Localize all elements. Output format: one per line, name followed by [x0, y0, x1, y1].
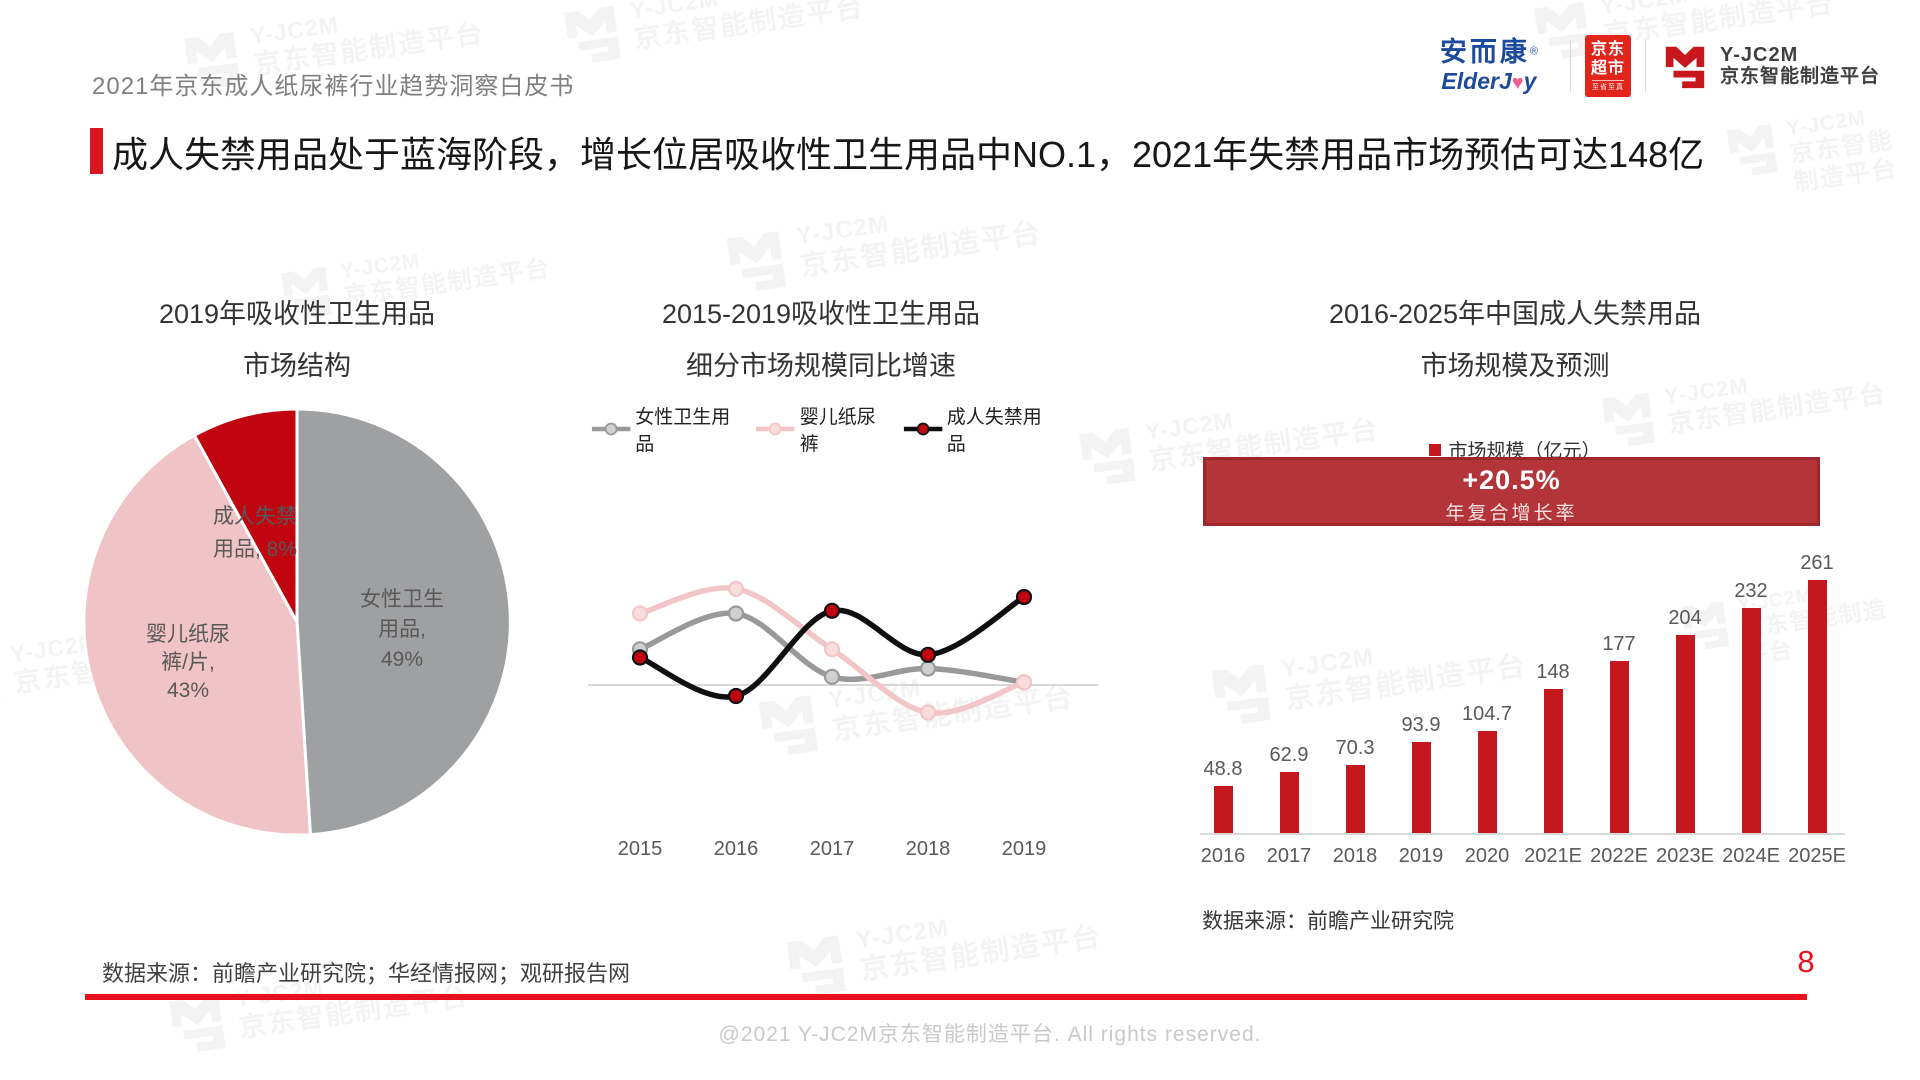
- bar-2016: [1214, 786, 1233, 833]
- bar-2021E: [1544, 689, 1563, 833]
- slide-source-note: 数据来源：前瞻产业研究院；华经情报网；观研报告网: [102, 961, 631, 986]
- bar-chart-legend: 市场规模（亿元）: [1285, 436, 1745, 463]
- line-x-label: 2016: [713, 838, 759, 860]
- bar-chart-source: 数据来源：前瞻产业研究院: [1202, 910, 1454, 933]
- bar-2022E: [1610, 661, 1629, 833]
- cagr-value: +20.5%: [1462, 465, 1561, 495]
- bar-value-label: 104.7: [1461, 703, 1513, 725]
- bar-x-label: 2019: [1398, 845, 1444, 867]
- bar-x-label: 2017: [1266, 845, 1312, 867]
- bar-x-label: 2016: [1200, 845, 1246, 867]
- bar-value-label: 232: [1734, 580, 1768, 602]
- pie-slice-女性卫生用品: [295, 407, 512, 837]
- pie-label-female: 女性卫生 用品, 49%: [360, 588, 444, 671]
- logo-divider: [1644, 40, 1646, 92]
- bar-2019: [1412, 742, 1431, 833]
- bar-2024E: [1742, 608, 1761, 833]
- bar-x-label: 2022E: [1590, 845, 1648, 867]
- document-header-title: 2021年京东成人纸尿裤行业趋势洞察白皮书: [92, 73, 575, 100]
- watermark: Y-JC2M京东智能制造平台: [1721, 100, 1915, 206]
- bar-2025E: [1808, 580, 1827, 833]
- bar-2017: [1280, 772, 1299, 833]
- bar-value-label: 62.9: [1269, 744, 1309, 766]
- yjc2m-name: Y-JC2M: [1719, 44, 1799, 66]
- line-x-label: 2019: [1001, 838, 1047, 860]
- line-chart-plot: [570, 550, 1110, 750]
- jd-supermarket-line1: 京东: [1590, 40, 1625, 58]
- page-number: 8: [1797, 944, 1815, 979]
- logo-row: 安而康® ElderJ♥y 京东 超市 至省至真 Y-JC2M 京东智能制造平台: [1440, 34, 1880, 98]
- bar-value-label: 204: [1668, 607, 1702, 629]
- bar-value-label: 177: [1602, 633, 1636, 655]
- bar-value-label: 48.8: [1203, 758, 1243, 780]
- slide-title: 成人失禁用品处于蓝海阶段，增长位居吸收性卫生用品中NO.1，2021年失禁用品市…: [112, 134, 1705, 175]
- pie-slice-婴儿纸尿裤/片: [82, 433, 312, 837]
- bar-chart-title: 2016-2025年中国成人失禁用品 市场规模及预测: [1328, 299, 1702, 381]
- heart-icon: ♥: [1511, 72, 1524, 94]
- bar-value-label: 70.3: [1335, 737, 1375, 759]
- line-x-label: 2018: [905, 838, 951, 860]
- bar-x-label: 2020: [1464, 845, 1510, 867]
- yjc2m-subtitle: 京东智能制造平台: [1719, 66, 1880, 87]
- line-chart-legend: 女性卫生用品 婴儿纸尿裤 成人失禁用品: [591, 402, 1051, 456]
- pie-label-adult: 成人失禁 用品, 8%: [212, 505, 298, 561]
- line-chart-svg: [588, 580, 1098, 721]
- bar-2020: [1478, 731, 1497, 833]
- legend-line-marker-icon: [903, 422, 942, 436]
- bar-chart-plot: 48.8 62.9 70.3 93.9 104.7 148 177 204 232 261: [1195, 540, 1855, 833]
- bar-x-label: 2023E: [1656, 845, 1714, 867]
- legend-square-icon: [1429, 443, 1442, 456]
- footer-copyright: @2021 Y-JC2M京东智能制造平台. All rights reserve…: [718, 1023, 1262, 1046]
- pie-chart-title: 2019年吸收性卫生用品 市场结构: [158, 299, 436, 381]
- bar-2018: [1346, 765, 1365, 833]
- title-accent-bar: [90, 128, 103, 174]
- registered-mark-icon: ®: [1529, 45, 1538, 58]
- cagr-banner: +20.5% 年复合增长率: [1203, 457, 1820, 526]
- bar-value-label: 148: [1536, 661, 1570, 683]
- watermark: Y-JC2M京东智能制造平台: [779, 893, 1104, 1002]
- bottom-accent-line: [85, 994, 1807, 1000]
- pie-label-baby: 婴儿纸尿 裤/片, 43%: [146, 623, 230, 702]
- jd-supermarket-slogan: 至省至真: [1591, 79, 1624, 93]
- cagr-label: 年复合增长率: [1445, 503, 1578, 524]
- elderjoy-en-text: ElderJ: [1441, 68, 1512, 94]
- yjc2m-mark-icon: [1665, 46, 1705, 89]
- legend-item-成人失禁用品: 成人失禁用品: [903, 402, 1051, 456]
- legend-item-女性卫生用品: 女性卫生用品: [591, 402, 739, 456]
- pie-chart: [82, 407, 512, 837]
- bar-x-label: 2024E: [1722, 845, 1780, 867]
- elderjoy-cn-text: 安而康: [1439, 37, 1530, 67]
- bar-legend-label: 市场规模（亿元）: [1448, 441, 1601, 462]
- bar-x-label: 2021E: [1524, 845, 1582, 867]
- jd-supermarket-logo: 京东 超市 至省至真: [1584, 35, 1631, 97]
- elderjoy-logo: 安而康® ElderJ♥y: [1439, 37, 1538, 94]
- jd-supermarket-line2: 超市: [1590, 59, 1625, 77]
- legend-line-marker-icon: [756, 422, 795, 436]
- yjc2m-logo: Y-JC2M 京东智能制造平台: [1660, 42, 1880, 90]
- bar-x-label: 2018: [1332, 845, 1378, 867]
- line-chart-title: 2015-2019吸收性卫生用品 细分市场规模同比增速: [661, 299, 981, 381]
- bar-2023E: [1676, 635, 1695, 833]
- pie-slice-成人失禁用品: [192, 407, 299, 624]
- legend-line-marker-icon: [591, 422, 631, 436]
- line-x-label: 2015: [617, 838, 663, 860]
- watermark: Y-JC2M京东智能制造平台: [557, 0, 867, 69]
- logo-divider: [1569, 40, 1571, 92]
- bar-x-label: 2025E: [1788, 845, 1846, 867]
- bar-value-label: 93.9: [1401, 714, 1441, 736]
- bar-value-label: 261: [1800, 552, 1834, 574]
- legend-item-婴儿纸尿裤: 婴儿纸尿裤: [755, 402, 886, 456]
- bar-chart-baseline: [1200, 833, 1845, 835]
- line-x-label: 2017: [809, 838, 855, 860]
- watermark: Y-JC2M京东智能制造平台: [719, 189, 1044, 298]
